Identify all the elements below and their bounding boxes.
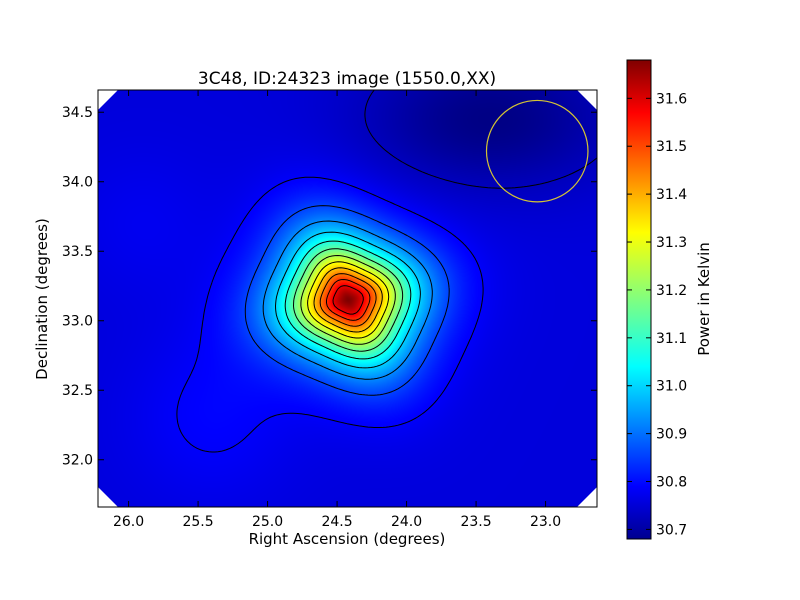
colorbar-tick-label: 31.0 xyxy=(656,379,687,395)
blank-corner-bottom-right xyxy=(577,487,597,507)
blank-corner-top-left xyxy=(98,90,118,110)
y-tick-label: 32.5 xyxy=(62,383,93,399)
blank-corner-top-right xyxy=(577,90,597,110)
y-tick-label: 34.5 xyxy=(62,105,93,121)
chart-title: 3C48, ID:24323 image (1550.0,XX) xyxy=(198,69,496,89)
contour-level-6 xyxy=(293,248,404,352)
contour-level-0 xyxy=(364,90,597,189)
contour-level-2 xyxy=(244,205,450,396)
colorbar xyxy=(626,59,652,540)
beam-circle xyxy=(485,99,589,203)
contour-level-1 xyxy=(176,176,484,453)
x-axis-ticks: 26.0 25.5 25.0 24.5 24.0 23.5 23.0 xyxy=(113,90,561,530)
y-tick-label: 33.0 xyxy=(62,314,93,330)
x-axis-label: Right Ascension (degrees) xyxy=(249,530,446,548)
contour-level-10 xyxy=(319,273,377,327)
colorbar-tick-label: 30.8 xyxy=(656,475,687,491)
x-tick-label: 23.5 xyxy=(460,514,491,530)
blank-corner-bottom-left xyxy=(98,487,118,507)
contour-lines xyxy=(176,90,597,453)
x-tick-label: 25.0 xyxy=(252,514,283,530)
colorbar-tick-label: 31.2 xyxy=(656,283,687,299)
plot-frame xyxy=(97,89,598,508)
y-axis-ticks: 32.0 32.5 33.0 33.5 34.0 34.5 xyxy=(62,105,597,469)
contour-level-7 xyxy=(300,255,396,345)
colorbar-tick-label: 30.7 xyxy=(656,522,687,538)
y-tick-label: 34.0 xyxy=(62,175,93,191)
x-tick-label: 24.5 xyxy=(321,514,352,530)
contour-level-8 xyxy=(307,261,390,339)
contour-level-11 xyxy=(326,279,371,321)
contour-level-12 xyxy=(332,285,364,315)
contour-level-3 xyxy=(262,220,433,380)
y-tick-label: 33.5 xyxy=(62,244,93,260)
x-tick-label: 25.5 xyxy=(182,514,213,530)
plot-area xyxy=(98,90,597,507)
colorbar-label: Power in Kelvin xyxy=(695,242,713,356)
colorbar-tick-label: 31.5 xyxy=(656,139,687,155)
colorbar-tick-label: 31.4 xyxy=(656,187,687,203)
colorbar-tick-label: 31.1 xyxy=(656,331,687,347)
heatmap-image xyxy=(98,90,597,507)
y-tick-label: 32.0 xyxy=(62,453,93,469)
x-tick-label: 26.0 xyxy=(113,514,144,530)
contour-level-5 xyxy=(284,240,412,360)
contour-level-4 xyxy=(275,231,421,369)
colorbar-tick-label: 31.3 xyxy=(656,235,687,251)
x-tick-label: 23.0 xyxy=(530,514,561,530)
contour-level-9 xyxy=(313,267,383,333)
colorbar-ticks: 30.7 30.8 30.9 31.0 31.1 31.2 31.3 31.4 31.5 31.6 xyxy=(627,91,687,538)
colorbar-tick-label: 30.9 xyxy=(656,427,687,443)
y-axis-label: Declination (degrees) xyxy=(33,218,51,380)
colorbar-tick-label: 31.6 xyxy=(656,91,687,107)
x-tick-label: 24.0 xyxy=(391,514,422,530)
